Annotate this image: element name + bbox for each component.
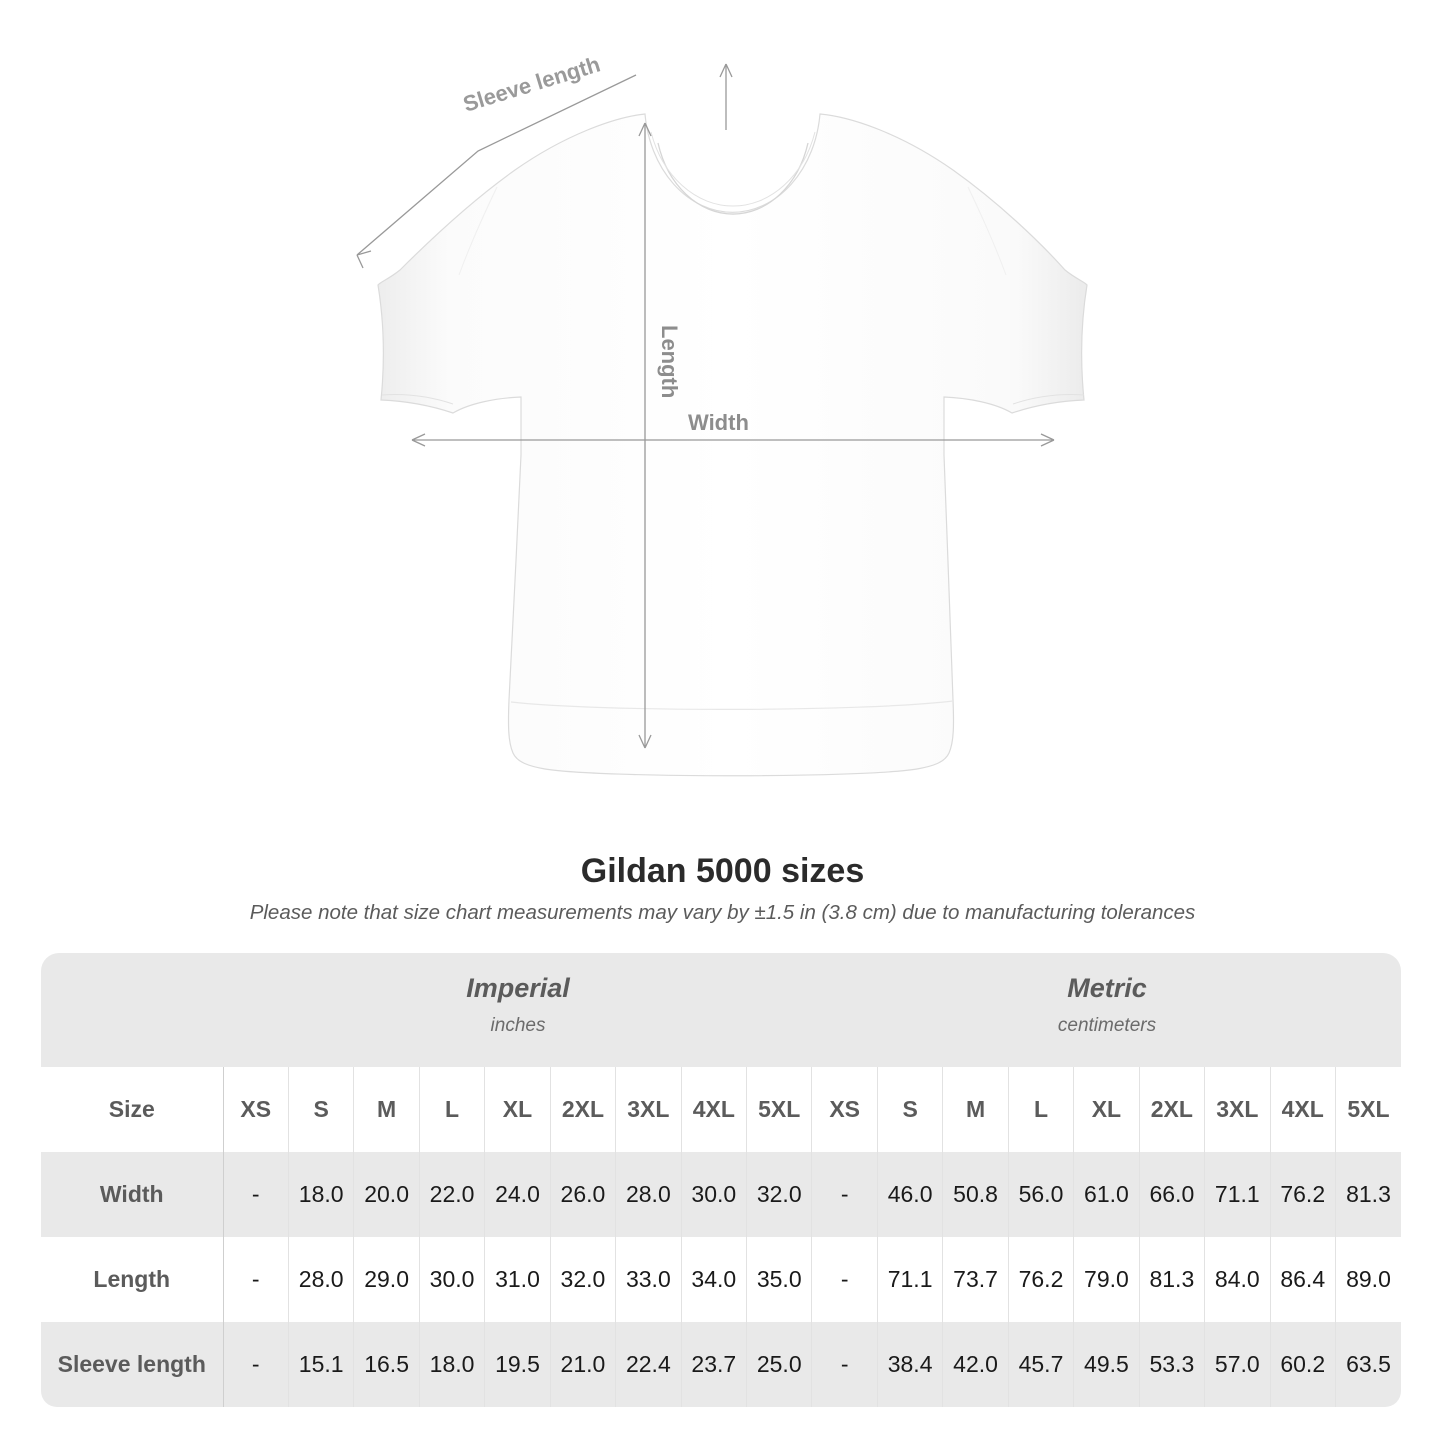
svg-text:Sleeve length: Sleeve length bbox=[460, 51, 603, 116]
svg-text:Width: Width bbox=[688, 410, 749, 435]
svg-text:Length: Length bbox=[657, 325, 682, 398]
